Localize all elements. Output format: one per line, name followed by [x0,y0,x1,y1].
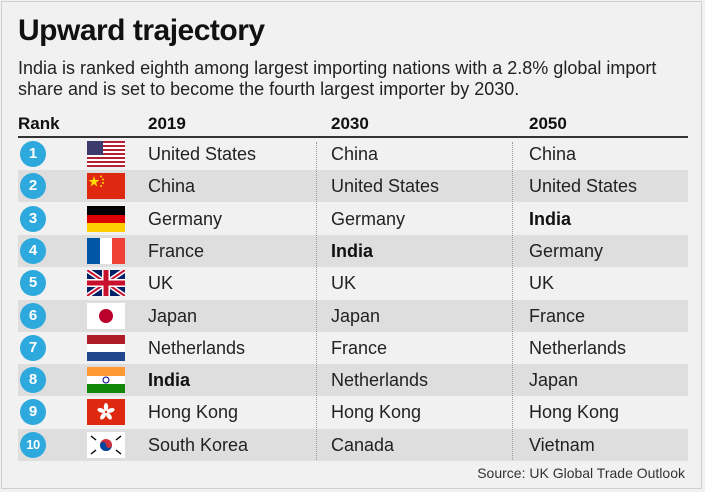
cell-2019: UK [148,273,174,294]
infographic-subtitle: India is ranked eighth among largest imp… [18,58,657,99]
cell-2019: China [148,176,196,197]
united-states-flag-icon [87,141,125,167]
cell-2030: India [331,240,374,261]
cell-2050: India [529,208,572,229]
rank-badge: 6 [20,302,46,329]
cell-2050: Hong Kong [529,402,620,423]
japan-flag-icon [87,302,125,329]
cell-2030: United States [331,176,440,197]
header-rule [18,136,688,138]
table-row: 10 South Korea Canada Vietnam [18,428,688,461]
column-header-2030: 2030 [331,114,369,133]
uk-flag-icon [85,268,127,299]
cell-2030: France [331,337,388,358]
rank-badge: 5 [20,270,46,297]
cell-2030: Hong Kong [331,402,422,423]
table-row: 3 Germany Germany India [18,203,688,235]
cell-2019: Germany [148,208,223,229]
rank-badge: 4 [20,237,46,264]
cell-2019: South Korea [148,434,249,455]
column-divider [316,142,317,460]
rank-badge: 3 [20,205,46,232]
india-flag-icon [87,367,125,394]
rank-badge: 2 [20,173,46,200]
column-header-rank: Rank [18,114,60,133]
table-row: 9 Hong Kong Hong Kong Hong Kong [18,396,688,428]
cell-2030: China [331,144,379,164]
cell-2019: Hong Kong [148,402,239,423]
rank-badge: 9 [20,399,46,426]
table-row: 8 India Netherlands Japan [18,364,688,397]
column-header-2019: 2019 [148,114,186,133]
cell-2050: Netherlands [529,337,627,358]
column-divider [512,142,513,460]
cell-2050: Vietnam [529,434,595,455]
hong-kong-flag-icon [87,399,125,426]
cell-2050: Germany [529,240,604,261]
cell-2030: Germany [331,208,406,229]
rank-badge: 8 [20,367,46,394]
cell-2030: UK [331,273,357,294]
cell-2019: Japan [148,305,198,326]
cell-2019: France [148,240,205,261]
source-note: Source: UK Global Trade Outlook [477,465,685,481]
cell-2030: Canada [331,434,395,455]
column-header-2050: 2050 [529,114,567,133]
cell-2050: Japan [529,370,579,391]
table-row: 1 United States China China [18,138,688,170]
cell-2050: United States [529,176,638,197]
south-korea-flag-icon [87,431,125,458]
table-row: 7 Netherlands France Netherlands [18,332,688,364]
table-row: 5 UK UK UK [18,267,688,299]
table-row: 4 France India Germany [18,234,688,267]
germany-flag-icon [87,205,125,232]
rank-badge: 7 [20,334,46,361]
cell-2030: Netherlands [331,370,429,391]
cell-2019: India [148,370,191,391]
france-flag-icon [87,237,125,264]
china-flag-icon [87,173,125,200]
cell-2019: United States [148,144,257,164]
table-row: 2 China United States United States [18,170,688,203]
netherlands-flag-icon [87,334,125,361]
cell-2050: China [529,144,577,164]
cell-2050: France [529,305,586,326]
cell-2050: UK [529,273,555,294]
table-row: 6 Japan Japan France [18,299,688,332]
cell-2030: Japan [331,305,381,326]
rank-badge: 10 [20,431,46,458]
cell-2019: Netherlands [148,337,246,358]
infographic-title: Upward trajectory [18,14,265,47]
rank-badge: 1 [20,141,46,167]
